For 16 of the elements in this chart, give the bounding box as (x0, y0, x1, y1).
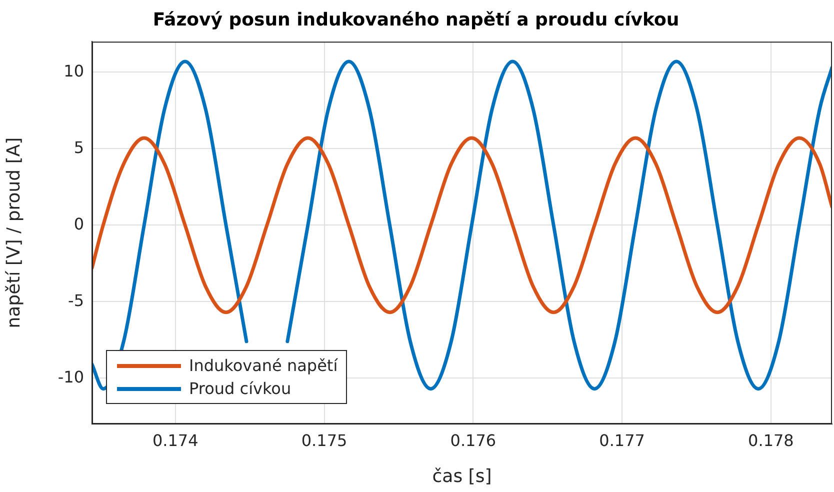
x-tick-label: 0.174 (152, 430, 198, 450)
line-series (92, 136, 832, 314)
x-tick-label: 0.176 (450, 430, 496, 450)
y-axis-title: napětí [V] / proud [A] (3, 137, 24, 328)
y-tick-label: -10 (58, 367, 84, 386)
y-tick-label: 10 (64, 61, 84, 80)
legend-label: Indukované napětí (189, 355, 338, 377)
y-tick-label: 5 (74, 138, 84, 157)
x-tick-label: 0.178 (748, 430, 794, 450)
x-tick-label: 0.175 (301, 430, 348, 450)
chart-title: Fázový posun indukovaného napětí a proudu cívkou (152, 9, 680, 30)
legend-label: Proud cívkou (189, 378, 292, 400)
x-axis-title: čas [s] (432, 466, 492, 487)
y-tick-label: 0 (74, 214, 84, 234)
x-tick-label: 0.177 (599, 430, 645, 450)
y-tick-label: -5 (68, 290, 84, 310)
